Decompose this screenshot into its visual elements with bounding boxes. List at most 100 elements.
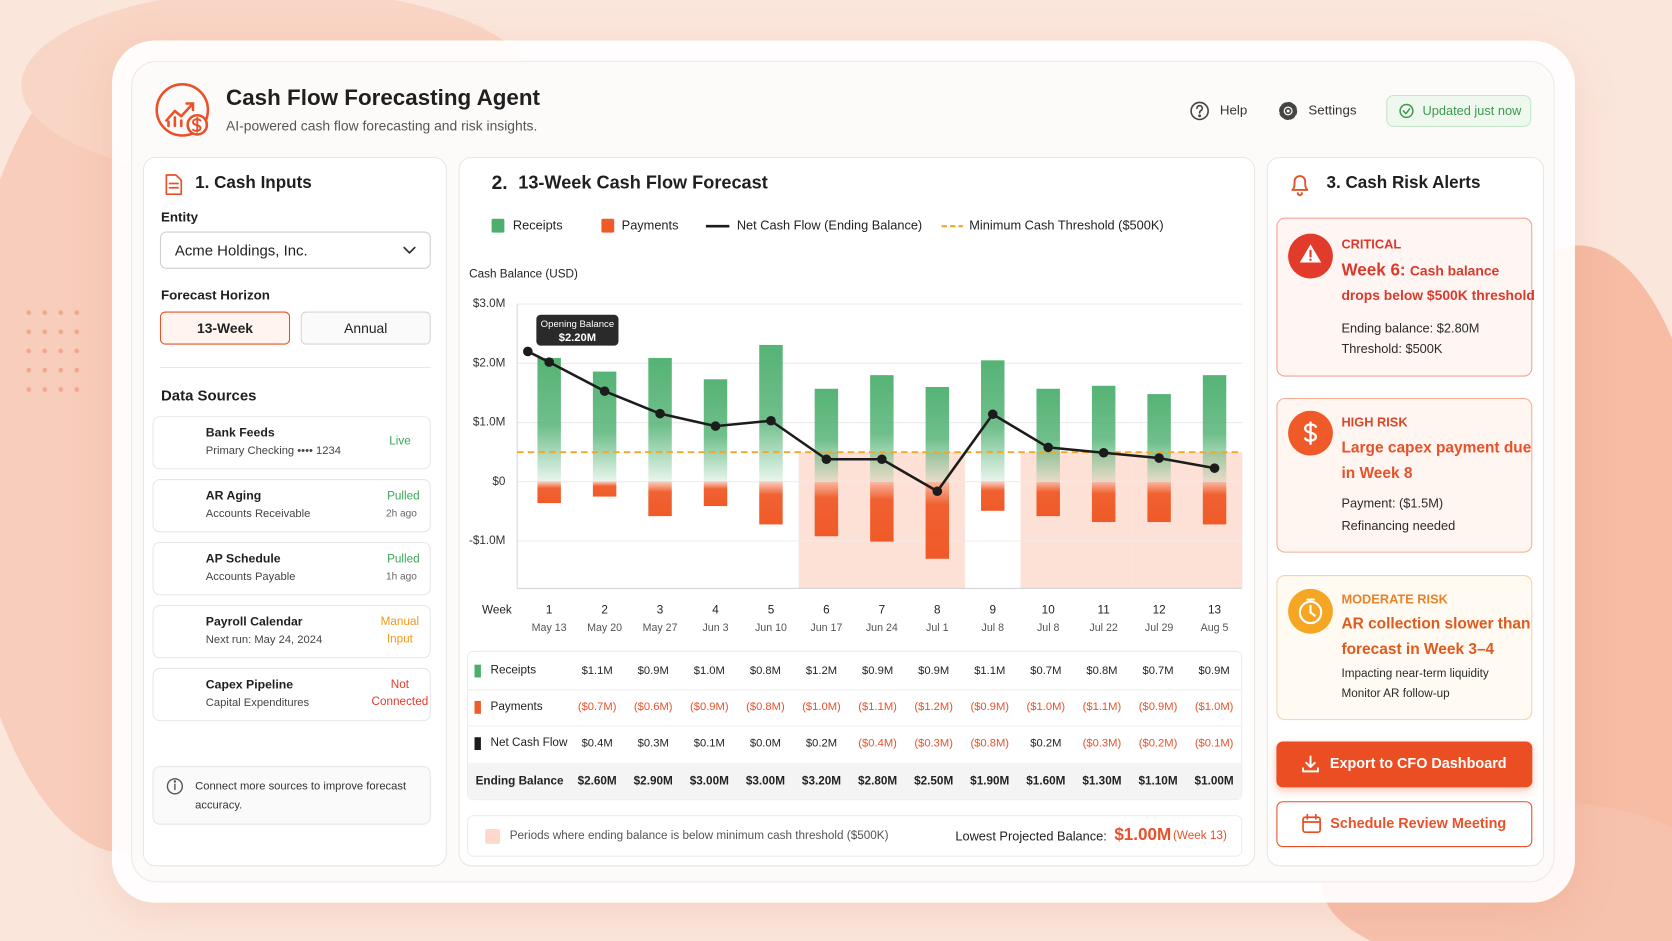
x-tick-label: 7 <box>879 603 886 616</box>
alert-headline: Week 6: Cash balance drops below $500K th… <box>1341 258 1535 307</box>
x-tick-label: 13 <box>1208 603 1221 616</box>
source-card[interactable] <box>152 667 431 722</box>
decor <box>155 83 210 137</box>
table-cell: $0.9M <box>637 664 669 678</box>
payment-bar <box>1036 481 1060 517</box>
x-tick-label: 6 <box>823 603 830 616</box>
app-title: Cash Flow Forecasting Agent <box>226 85 541 111</box>
table-cell: $1.0M <box>693 664 725 678</box>
table-cell: $0.9M <box>862 664 894 678</box>
receipt-bar <box>759 344 783 482</box>
source-status: Pulled <box>387 490 420 503</box>
source-name: Bank Feeds <box>205 426 275 440</box>
payment-bar <box>592 481 617 497</box>
table-cell: ($0.9M) <box>690 700 729 714</box>
source-card[interactable] <box>152 416 431 470</box>
x-tick-label: 11 <box>1098 603 1110 616</box>
table-cell: ($0.7M) <box>577 700 617 714</box>
table-cell: $1.1M <box>581 664 613 678</box>
decor-dot <box>42 310 48 315</box>
alert-lead: Week 6: <box>1341 261 1406 280</box>
schedule-button[interactable] <box>1276 801 1533 848</box>
decor-dot <box>42 387 48 392</box>
decor <box>1298 600 1323 625</box>
decor <box>1281 104 1295 118</box>
table-cell: ($0.2M) <box>1138 736 1178 750</box>
export-label[interactable]: Export to CFO Dashboard <box>1329 755 1507 772</box>
x-tick-label: 5 <box>768 603 775 616</box>
y-tick-label: $3.0M <box>473 297 506 310</box>
y-tick-label: $2.0M <box>473 356 506 369</box>
legend-label: Minimum Cash Threshold ($500K) <box>969 218 1163 233</box>
decor <box>1302 755 1319 773</box>
x-date-label: Jul 22 <box>1089 622 1118 634</box>
decor-dot <box>58 387 64 392</box>
source-card[interactable] <box>152 479 431 533</box>
payment-bar <box>537 481 561 504</box>
table-cell: $2.50M <box>914 774 954 788</box>
source-status: Pulled <box>387 553 420 566</box>
net-line <box>527 350 1215 493</box>
payment-bar <box>925 481 950 559</box>
alert-text: Large capex payment due in Week 8 <box>1341 439 1532 483</box>
table-cell: $1.10M <box>1138 774 1178 788</box>
row-label: Ending Balance <box>475 774 564 788</box>
export-button[interactable] <box>1276 741 1533 788</box>
decor <box>1309 604 1316 617</box>
settings-link[interactable]: Settings <box>1308 102 1357 118</box>
table-cell: $1.30M <box>1082 774 1122 788</box>
net-point <box>987 409 998 420</box>
download-icon <box>1302 755 1319 773</box>
alert-text: Cash balance drops below $500K threshold <box>1341 262 1535 303</box>
horizon-button[interactable]: Annual <box>300 311 431 345</box>
net-point <box>1098 447 1109 458</box>
note-text: Connect more sources to improve forecast… <box>195 779 407 812</box>
net-point <box>1154 453 1164 463</box>
decor <box>1196 104 1204 114</box>
horizon-button[interactable]: 13-Week <box>159 311 291 345</box>
entity-select[interactable] <box>159 231 431 269</box>
y-axis-title: Cash Balance (USD) <box>469 267 578 280</box>
table-cell: ($0.9M) <box>970 700 1010 714</box>
payment-bar <box>1147 481 1171 523</box>
row-marker <box>474 664 481 678</box>
panel-title: 3. Cash Risk Alerts <box>1326 174 1481 193</box>
schedule-label[interactable]: Schedule Review Meeting <box>1330 815 1507 832</box>
decor-dot <box>26 367 32 373</box>
payment-bar <box>814 481 839 537</box>
help-icon[interactable] <box>1190 101 1209 121</box>
table-cell: $0.3M <box>637 736 669 750</box>
alert-detail: Threshold: $500K <box>1341 341 1443 357</box>
table-cell: $2.90M <box>633 774 673 788</box>
bell-icon <box>1291 175 1309 197</box>
status-icon <box>1399 103 1414 119</box>
y-tick-label: -$1.0M <box>469 534 505 547</box>
calendar-icon <box>1302 813 1321 834</box>
alert-detail: Ending balance: $2.80M <box>1341 320 1480 336</box>
receipt-bar <box>1091 385 1116 482</box>
decor <box>1291 175 1309 191</box>
settings-icon[interactable] <box>1279 101 1298 121</box>
decor-dot <box>26 348 32 354</box>
decor-dot <box>58 310 64 315</box>
note-box <box>152 766 431 825</box>
receipt-bar <box>592 371 617 482</box>
table-cell: $0.7M <box>1030 664 1062 678</box>
source-card[interactable] <box>152 604 431 659</box>
critical-icon <box>1288 233 1333 279</box>
table-cell: $0.9M <box>1198 664 1230 678</box>
x-date-label: Jun 17 <box>810 622 842 634</box>
decor <box>1190 101 1209 121</box>
receipt-bar <box>814 388 839 482</box>
help-link[interactable]: Help <box>1219 102 1248 118</box>
legend-swatch <box>491 218 505 233</box>
alert-headline: AR collection slower than forecast in We… <box>1341 611 1533 662</box>
app-subtitle: AI-powered cash flow forecasting and ris… <box>226 117 538 134</box>
table-cell: $1.2M <box>805 664 838 678</box>
legend: Receipts Payments Net Cash Flow (Ending Ba… <box>491 218 1164 233</box>
receipt-bar <box>1202 375 1227 482</box>
source-card[interactable] <box>152 541 431 596</box>
source-detail: Capital Expenditures <box>205 696 310 710</box>
